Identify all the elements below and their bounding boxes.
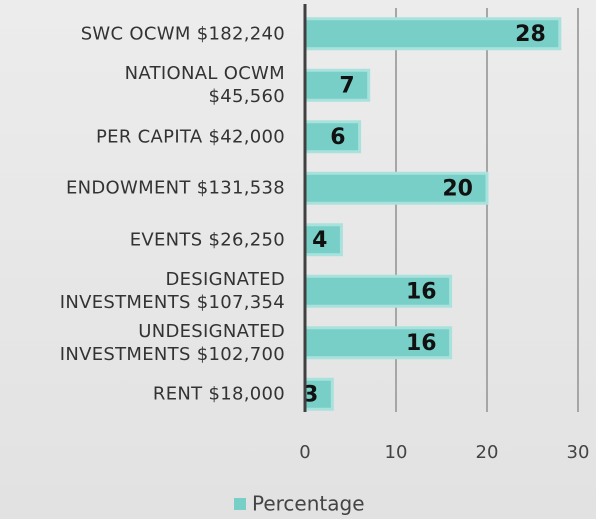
- data-label: 16: [406, 331, 437, 356]
- x-tick-label: 30: [567, 442, 590, 463]
- bar: [303, 326, 453, 360]
- data-label: 3: [303, 382, 318, 407]
- data-label: 6: [330, 125, 345, 150]
- data-label: 28: [515, 22, 546, 47]
- data-label: 4: [312, 228, 327, 253]
- y-tick-label: SWC OCWM $182,240: [80, 23, 285, 45]
- data-label: 7: [339, 73, 354, 98]
- bar: [303, 274, 453, 308]
- y-tick-label: ENDOWMENT $131,538: [65, 177, 285, 199]
- y-tick-label: RENT $18,000: [152, 383, 285, 405]
- y-tick-label: NATIONAL OCWM $45,560: [124, 63, 285, 108]
- data-label: 16: [406, 279, 437, 304]
- x-tick-label: 20: [476, 442, 499, 463]
- bar: [303, 171, 489, 205]
- x-tick-label: 0: [299, 442, 310, 463]
- y-tick-label: UNDESIGNATED INVESTMENTS $102,700: [59, 320, 285, 365]
- y-tick-label: PER CAPITA $42,000: [96, 126, 285, 148]
- legend-label: Percentage: [252, 492, 365, 516]
- data-label: 20: [442, 176, 473, 201]
- bar: [303, 223, 343, 257]
- bar: [303, 17, 562, 51]
- x-tick-label: 10: [385, 442, 408, 463]
- bar: [303, 377, 334, 411]
- bar: [303, 68, 371, 102]
- y-tick-label: EVENTS $26,250: [129, 229, 285, 251]
- y-tick-label: DESIGNATED INVESTMENTS $107,354: [59, 269, 285, 314]
- legend-swatch: [234, 498, 246, 510]
